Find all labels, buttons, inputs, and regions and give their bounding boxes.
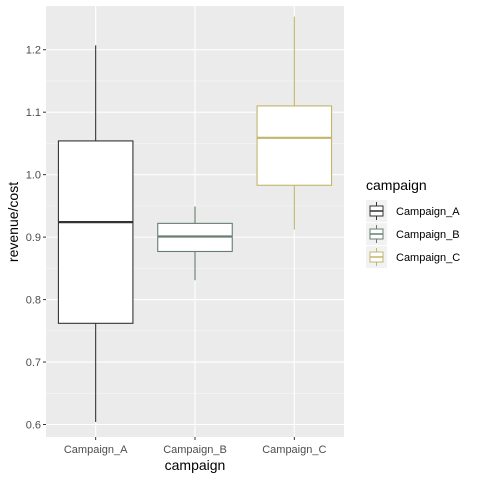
legend: campaign Campaign_A Campaign_B Campaign_C — [366, 177, 460, 268]
y-tick-label: 1.0 — [26, 170, 41, 182]
box-Campaign_C — [256, 16, 333, 230]
box-Campaign_A — [57, 45, 134, 423]
box-Campaign_B — [157, 206, 233, 281]
legend-item-Campaign_A: Campaign_A — [366, 200, 460, 222]
legend-title: campaign — [366, 177, 427, 193]
legend-label: Campaign_C — [396, 252, 460, 264]
y-axis: 0.6 0.7 0.8 0.9 1.0 1.1 1.2 — [26, 45, 46, 432]
box-iqr — [256, 105, 333, 186]
x-axis-title: campaign — [165, 457, 226, 473]
y-tick-label: 0.9 — [26, 232, 41, 244]
x-tick-label: Campaign_A — [64, 444, 128, 456]
legend-label: Campaign_A — [396, 206, 460, 218]
y-tick-label: 0.6 — [26, 420, 41, 432]
y-tick-label: 0.7 — [26, 357, 41, 369]
box-iqr — [57, 140, 134, 324]
x-axis: Campaign_A Campaign_B Campaign_C — [64, 437, 326, 456]
y-axis-title: revenue/cost — [5, 182, 21, 262]
y-tick-label: 0.8 — [26, 295, 41, 307]
y-tick-label: 1.1 — [26, 107, 41, 119]
legend-item-Campaign_B: Campaign_B — [366, 223, 460, 245]
y-tick-label: 1.2 — [26, 45, 41, 57]
x-tick-label: Campaign_B — [163, 444, 227, 456]
x-tick-label: Campaign_C — [262, 444, 326, 456]
box-layer — [57, 16, 333, 423]
legend-label: Campaign_B — [396, 229, 460, 241]
legend-item-Campaign_C: Campaign_C — [366, 246, 460, 268]
